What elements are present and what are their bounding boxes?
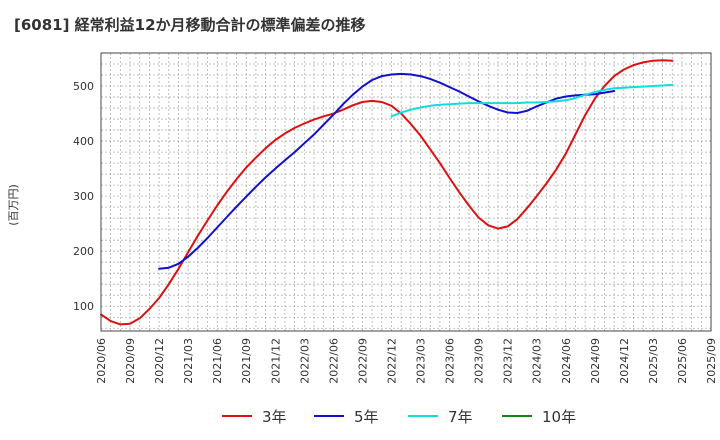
- series-line-3: [390, 83, 674, 118]
- legend-swatch: [222, 415, 252, 417]
- x-tick-label: 2024/12: [618, 338, 631, 384]
- x-tick-label: 2020/06: [95, 338, 108, 384]
- x-tick-label: 2020/12: [153, 338, 166, 384]
- x-tick-label: 2024/03: [531, 338, 544, 384]
- legend-swatch: [502, 415, 532, 417]
- legend-label: 3年: [262, 407, 287, 426]
- y-tick-label: 400: [73, 135, 94, 148]
- x-tick-label: 2021/03: [182, 338, 195, 384]
- legend-item: 10年: [502, 404, 576, 428]
- x-tick-label: 2024/09: [589, 338, 602, 384]
- x-tick-label: 2022/09: [356, 338, 369, 384]
- legend: 3年 5年 7年 10年: [0, 404, 720, 428]
- x-tick-label: 2023/06: [444, 338, 457, 384]
- legend-swatch: [408, 415, 438, 417]
- legend-item: 7年: [408, 404, 473, 428]
- series-lines: [100, 59, 674, 326]
- legend-label: 7年: [448, 407, 473, 426]
- x-tick-label: 2022/12: [385, 338, 398, 384]
- x-tick-label: 2025/03: [647, 338, 660, 384]
- x-tick-label: 2021/09: [240, 338, 253, 384]
- legend-label: 10年: [542, 407, 577, 426]
- x-tick-label: 2024/06: [560, 338, 573, 384]
- x-tick-label: 2021/06: [211, 338, 224, 384]
- x-tick-label: 2022/06: [327, 338, 340, 384]
- y-tick-label: 300: [73, 190, 94, 203]
- x-tick-label: 2023/03: [415, 338, 428, 384]
- chart-title: [6081] 経常利益12か月移動合計の標準偏差の推移: [14, 16, 366, 34]
- legend-label: 5年: [354, 407, 379, 426]
- y-tick-label: 500: [73, 80, 94, 93]
- axes: 100 200 300 400 500 2020/06 2020/09 2020/12 2021…: [73, 52, 718, 384]
- x-tick-label: 2022/03: [298, 338, 311, 384]
- legend-item: 5年: [314, 404, 379, 428]
- x-tick-label: 2025/09: [705, 338, 718, 384]
- x-tick-label: 2025/06: [676, 338, 689, 384]
- legend-item: 3年: [222, 404, 287, 428]
- series-line-2: [158, 72, 616, 270]
- y-tick-label: 200: [73, 245, 94, 258]
- x-tick-label: 2023/12: [502, 338, 515, 384]
- series-line-1: [100, 59, 674, 326]
- grid: [100, 52, 712, 331]
- y-axis-label: (百万円): [7, 184, 20, 226]
- y-tick-label: 100: [73, 300, 94, 313]
- plot-frame: [100, 52, 712, 332]
- x-tick-label: 2020/09: [124, 338, 137, 384]
- legend-swatch: [314, 415, 344, 417]
- x-tick-label: 2021/12: [269, 338, 282, 384]
- x-tick-label: 2023/09: [473, 338, 486, 384]
- plot-area: [101, 53, 711, 331]
